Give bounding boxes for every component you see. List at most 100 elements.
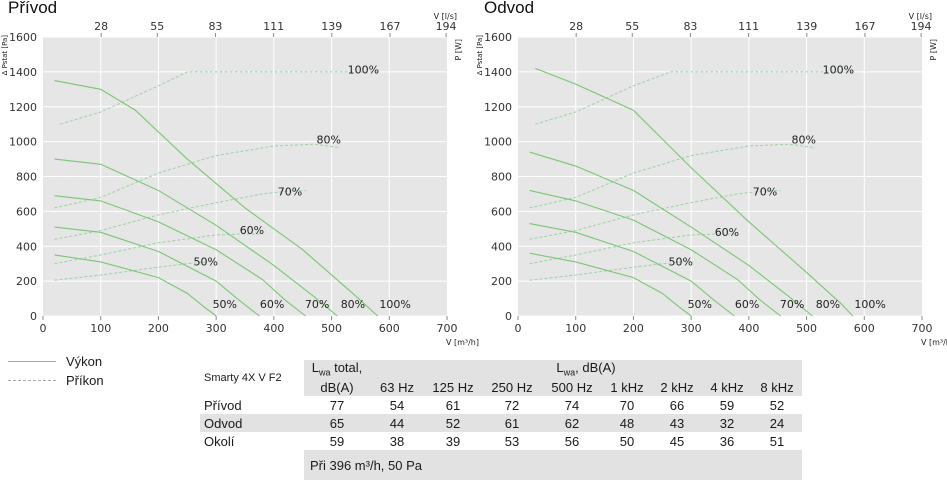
noise-cell: 52 <box>445 415 461 431</box>
x2-tick-label: 139 <box>796 20 817 33</box>
noise-cell: 50 <box>619 433 635 449</box>
y-tick-label: 800 <box>16 171 37 184</box>
freq-header: 250 Hz <box>482 378 542 396</box>
lwa-subscript-2: wa <box>563 367 576 378</box>
x-tick-label: 100 <box>90 322 111 335</box>
lwa-symbol: L <box>311 360 319 376</box>
power-curve <box>54 233 260 265</box>
x2-tick-label: 167 <box>379 20 400 33</box>
curve-label: 70% <box>753 186 777 199</box>
pressure-curve <box>54 195 306 317</box>
freq-header: 500 Hz <box>542 378 602 396</box>
x2-tick-label: 55 <box>150 20 164 33</box>
x-tick-label: 0 <box>40 322 47 335</box>
noise-lwa-header: Lwa, dB(A) <box>370 360 802 378</box>
y-tick-label: 1000 <box>9 136 37 149</box>
noise-cell: 51 <box>769 433 785 449</box>
noise-total-header: Lwa total, <box>304 360 370 378</box>
power-curve <box>529 260 692 281</box>
curve-label: 60% <box>715 226 739 239</box>
x2-tick-label: 194 <box>436 20 457 33</box>
freq-header: 63 Hz <box>370 378 424 396</box>
power-curve <box>60 71 378 125</box>
noise-cell: 44 <box>389 415 405 431</box>
freq-header: 4 kHz <box>702 378 752 396</box>
x2-tick-label: 83 <box>683 20 697 33</box>
noise-footer-row: Při 396 m³/h, 50 Pa <box>200 450 802 480</box>
curve-label: 60% <box>735 298 759 311</box>
x2-tick-label: 111 <box>263 20 284 33</box>
curve-label: 50% <box>669 255 693 268</box>
noise-cell: 48 <box>619 415 635 431</box>
noise-cell: 43 <box>669 415 685 431</box>
freq-header: 2 kHz <box>652 378 702 396</box>
x2-axis-title: V [l/s] <box>909 12 932 21</box>
chart-title-privod: Přívod <box>8 0 58 17</box>
y2-axis-title: P [W] <box>454 39 463 61</box>
x-tick-label: 500 <box>321 322 342 335</box>
noise-cell: 70 <box>619 397 635 413</box>
freq-header: 125 Hz <box>424 378 482 396</box>
noise-cell: 39 <box>445 433 461 449</box>
power-curve <box>54 143 341 209</box>
pressure-curve <box>529 151 813 317</box>
x-tick-label: 200 <box>148 322 169 335</box>
lwa-subscript: wa <box>318 367 331 378</box>
curve-label: 80% <box>316 133 340 146</box>
curve-label: 100% <box>823 64 854 77</box>
curve-label: 70% <box>305 298 329 311</box>
curve-label: 100% <box>379 298 410 311</box>
y-tick-label: 0 <box>30 310 37 323</box>
freq-header: 8 kHz <box>752 378 802 396</box>
y-tick-label: 400 <box>16 240 37 253</box>
power-curve <box>54 189 306 240</box>
y-tick-label: 1400 <box>484 66 512 79</box>
noise-footer: Při 396 m³/h, 50 Pa <box>304 450 802 480</box>
x-tick-label: 400 <box>738 322 759 335</box>
y2-axis-title: P [W] <box>929 39 938 61</box>
curve-label: 50% <box>688 298 712 311</box>
noise-cell: 24 <box>769 415 785 431</box>
x2-tick-label: 83 <box>208 20 222 33</box>
pressure-curve <box>529 252 692 317</box>
freq-header: 1 kHz <box>602 378 652 396</box>
curve-label: 100% <box>854 298 885 311</box>
power-curve <box>529 143 816 209</box>
noise-cell: 72 <box>504 397 520 413</box>
noise-cell-total: 65 <box>329 415 345 431</box>
x-tick-label: 600 <box>379 322 400 335</box>
curve-label: 80% <box>341 298 365 311</box>
y-tick-label: 1600 <box>9 31 37 44</box>
noise-header-row-1: Smarty 4X V F2 Lwa total, Lwa, dB(A) <box>200 360 802 384</box>
noise-cell: 62 <box>564 415 580 431</box>
noise-row-label: Přívod <box>204 397 242 413</box>
noise-cell: 56 <box>564 433 580 449</box>
power-curve <box>529 233 735 265</box>
noise-row-label: Okolí <box>204 433 235 449</box>
pressure-curve <box>54 158 338 317</box>
x2-tick-label: 28 <box>569 20 583 33</box>
legend-label-vykon: Výkon <box>66 354 103 369</box>
y-tick-label: 600 <box>16 205 37 218</box>
lwa-symbol-2: L <box>556 360 564 376</box>
noise-cell-total: 59 <box>329 433 345 449</box>
legend-item-vykon: Výkon <box>8 352 104 371</box>
noise-model-label: Smarty 4X V F2 <box>204 372 282 384</box>
pressure-curve <box>529 223 735 317</box>
y-tick-label: 800 <box>491 171 512 184</box>
noise-cell: 53 <box>504 433 520 449</box>
x2-tick-label: 139 <box>321 20 342 33</box>
power-curve <box>535 71 853 125</box>
chart-title-odvod: Odvod <box>484 0 535 17</box>
curve-label: 60% <box>240 224 264 237</box>
curve-label: 70% <box>780 298 804 311</box>
power-curve <box>529 189 781 240</box>
y-axis-title: Δ Pstat [Pa] <box>1 35 9 76</box>
x-tick-label: 0 <box>515 322 522 335</box>
curve-label: 80% <box>816 298 840 311</box>
noise-cell: 61 <box>504 415 520 431</box>
y-tick-label: 400 <box>491 240 512 253</box>
curve-label: 100% <box>348 64 379 77</box>
noise-cell: 45 <box>669 433 685 449</box>
